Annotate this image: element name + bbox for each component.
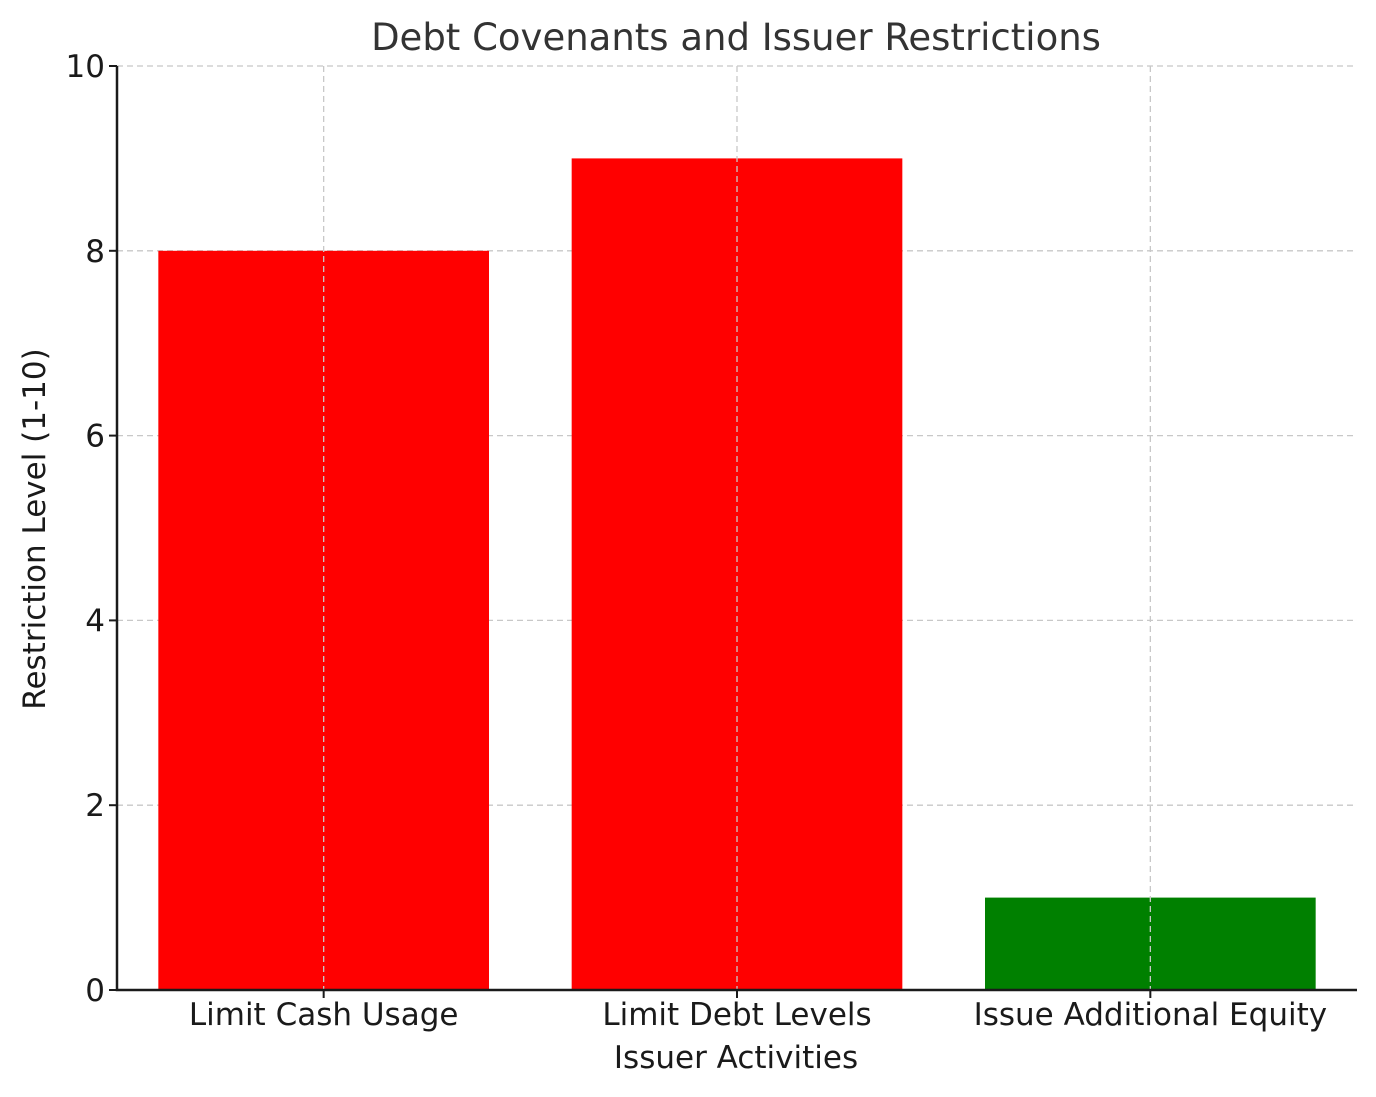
x-axis-label: Issuer Activities bbox=[614, 1040, 858, 1076]
bar bbox=[571, 158, 903, 990]
x-tick-label: Limit Debt Levels bbox=[602, 997, 871, 1033]
y-tick-label: 2 bbox=[85, 788, 105, 824]
x-tick-label: Issue Additional Equity bbox=[974, 997, 1328, 1033]
tick-labels: 0 2 4 6 8 10 Limit Cash Usage Limit Debt Levels… bbox=[66, 49, 1328, 1033]
y-axis-label: Restriction Level (1-10) bbox=[17, 348, 53, 709]
bar bbox=[985, 897, 1316, 990]
chart-title: Debt Covenants and Issuer Restrictions bbox=[371, 16, 1101, 59]
y-tick-label: 0 bbox=[85, 973, 105, 1009]
y-tick-label: 6 bbox=[85, 419, 105, 455]
y-tick-label: 4 bbox=[85, 603, 105, 639]
y-tick-label: 10 bbox=[66, 49, 105, 85]
bars bbox=[158, 158, 1316, 991]
x-tick-label: Limit Cash Usage bbox=[189, 997, 459, 1033]
y-tick-label: 8 bbox=[85, 234, 105, 270]
